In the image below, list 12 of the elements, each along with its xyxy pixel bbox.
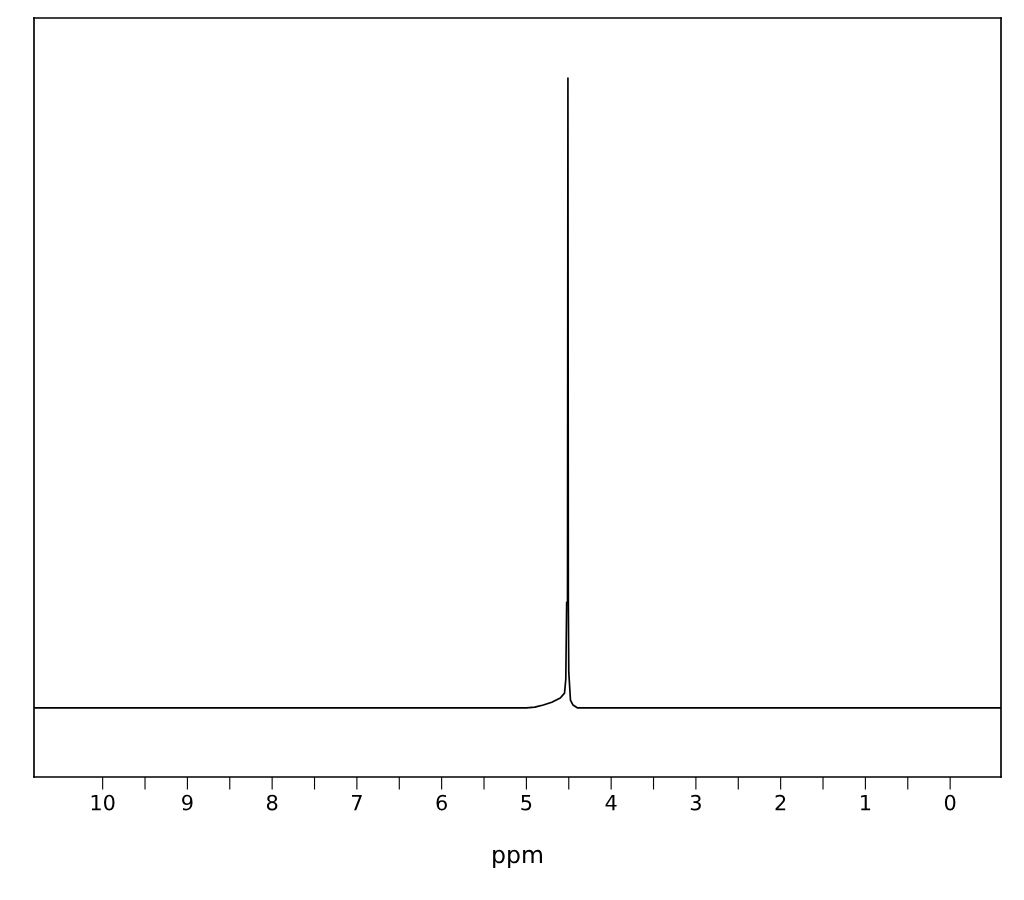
x-tick-label: 5	[521, 795, 532, 811]
x-axis-title: ppm	[493, 849, 542, 868]
x-tick-label: 1	[861, 795, 871, 811]
x-tick-label: 10	[91, 794, 115, 811]
x-tick-label: 2	[775, 794, 786, 811]
x-tick-label: 8	[266, 794, 278, 811]
x-tick-label: 0	[944, 794, 956, 811]
x-tick-label: 6	[436, 794, 447, 811]
x-tick-label: 3	[690, 794, 701, 811]
x-tick-label: 7	[351, 795, 362, 811]
x-tick-label: 4	[605, 795, 617, 811]
x-tick-label: 9	[182, 794, 193, 811]
